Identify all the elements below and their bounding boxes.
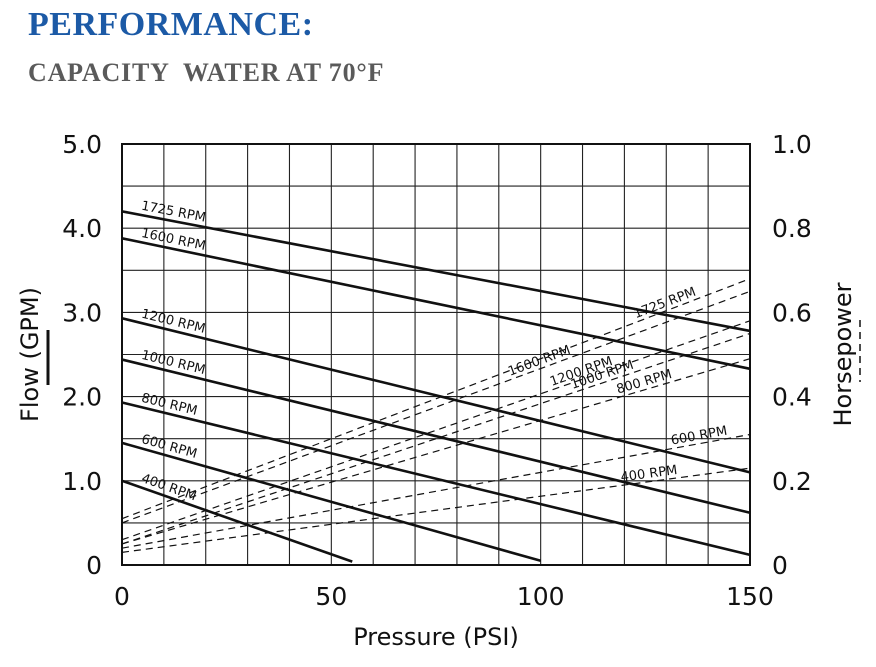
horsepower-curve (121, 320, 751, 541)
y2-axis-title: Horsepower (829, 282, 857, 426)
flow-curve-label: 1000 RPM (140, 348, 207, 378)
horsepower-curve-label: 400 RPM (620, 463, 679, 485)
y2-tick-label: 0.8 (772, 214, 812, 243)
horsepower-curve (121, 332, 751, 545)
flow-curve (121, 210, 751, 333)
y-tick-label: 3.0 (62, 298, 102, 327)
y-axis-title: Flow (GPM) (16, 287, 44, 422)
x-tick-label: 0 (114, 582, 130, 611)
horsepower-curve (121, 467, 751, 553)
flow-curve (121, 401, 751, 557)
horsepower-curve (121, 290, 751, 524)
flow-curve-label: 400 RPM (139, 471, 198, 504)
horsepower-curve (121, 358, 751, 545)
y2-tick-label: 0.2 (772, 467, 812, 496)
x-tick-label: 100 (517, 582, 565, 611)
x-axis-title: Pressure (PSI) (353, 623, 519, 651)
y2-tick-label: 0 (772, 551, 788, 580)
y2-tick-label: 1.0 (772, 130, 812, 159)
y2-tick-label: 0.6 (772, 298, 812, 327)
flow-curve-label: 1200 RPM (140, 307, 207, 337)
y-tick-label: 5.0 (62, 130, 102, 159)
horsepower-curve (121, 433, 751, 549)
page-title: PERFORMANCE: (28, 6, 314, 43)
y-tick-label: 2.0 (62, 383, 102, 412)
x-tick-label: 50 (315, 582, 347, 611)
x-tick-label: 150 (726, 582, 774, 611)
page-subtitle: CAPACITY WATER AT 70°F (28, 58, 385, 87)
flow-curve (121, 237, 751, 371)
y2-tick-label: 0.4 (772, 383, 812, 412)
y-tick-label: 1.0 (62, 467, 102, 496)
y-tick-label: 0 (86, 551, 102, 580)
plot-frame (121, 143, 751, 566)
y-tick-label: 4.0 (62, 214, 102, 243)
horsepower-curve-label: 1725 RPM (632, 285, 698, 322)
horsepower-curve (121, 278, 751, 520)
flow-curve (121, 358, 751, 515)
horsepower-curve-label: 600 RPM (670, 424, 729, 449)
flow-curve (121, 317, 751, 474)
flow-curve (121, 479, 353, 563)
flow-curve (121, 441, 542, 563)
